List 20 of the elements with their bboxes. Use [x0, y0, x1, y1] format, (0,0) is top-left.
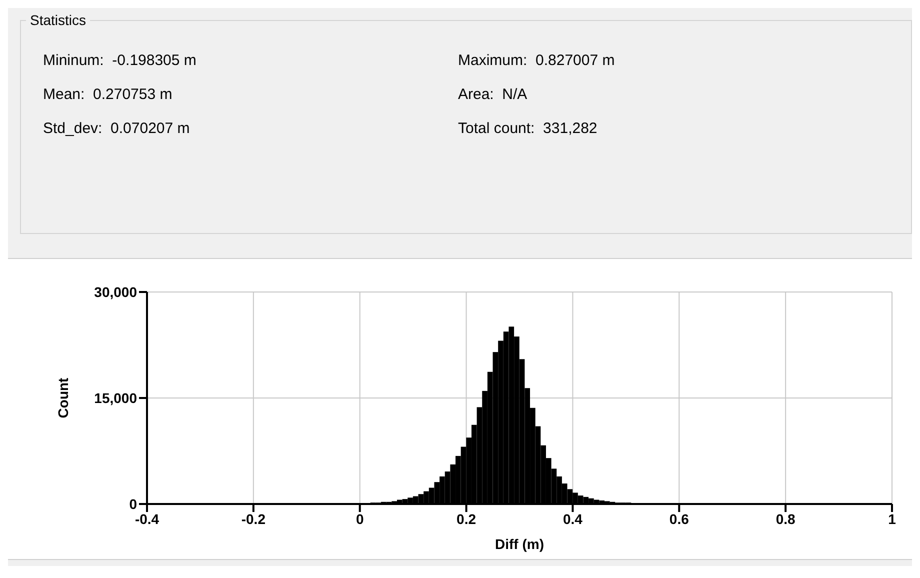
y-tick-label: 30,000	[94, 284, 138, 300]
x-tick-label: 0.6	[669, 510, 690, 527]
text: Area: N/A	[458, 86, 528, 103]
x-tick-label: 1	[888, 510, 896, 527]
text: Std_dev: 0.070207 m	[43, 120, 191, 137]
x-tick-label: 0.8	[776, 510, 796, 527]
x-tick-label: -0.2	[241, 510, 266, 527]
y-tick-label: 0	[129, 496, 138, 512]
x-tick-label: -0.4	[134, 510, 160, 527]
text: Total count: 331,282	[458, 120, 598, 137]
y-tick-label: 15,000	[94, 390, 138, 406]
x-axis-title: Diff (m)	[495, 536, 544, 552]
text: Mininum: -0.198305 m	[43, 52, 198, 69]
x-tick-label: 0	[356, 510, 364, 527]
x-tick-label: 0.2	[456, 510, 476, 527]
chart-title: Statistics	[26, 12, 90, 28]
text: Mean: 0.270753 m	[43, 86, 174, 103]
text: Maximum: 0.827007 m	[458, 52, 616, 69]
y-axis-title: Count	[54, 377, 71, 418]
x-tick-label: 0.4	[562, 510, 583, 527]
